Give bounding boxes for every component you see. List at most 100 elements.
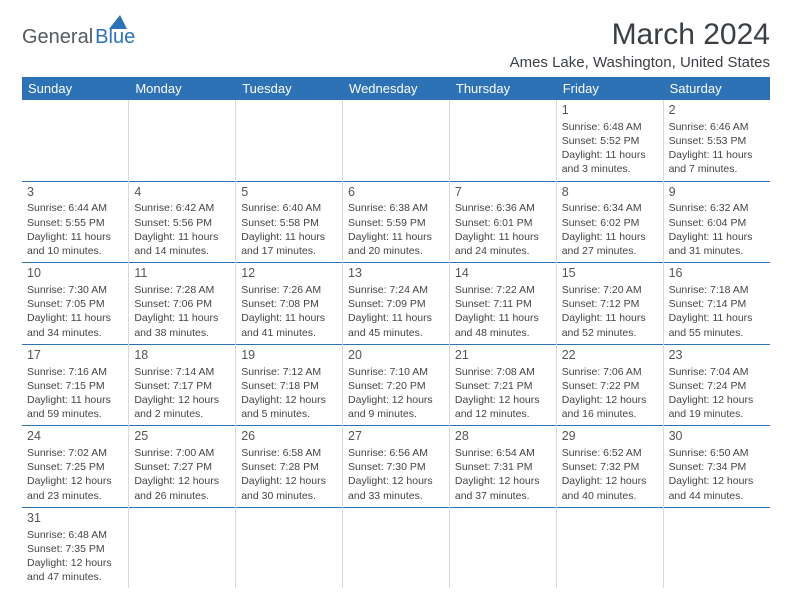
day-number: 15 bbox=[562, 265, 658, 282]
sunrise-text: Sunrise: 6:44 AM bbox=[27, 201, 123, 215]
daylight-text: and 2 minutes. bbox=[134, 407, 230, 421]
calendar-table: SundayMondayTuesdayWednesdayThursdayFrid… bbox=[22, 77, 770, 588]
daylight-text: Daylight: 11 hours bbox=[27, 393, 123, 407]
day-number: 29 bbox=[562, 428, 658, 445]
calendar-cell: 16Sunrise: 7:18 AMSunset: 7:14 PMDayligh… bbox=[663, 263, 770, 345]
daylight-text: and 45 minutes. bbox=[348, 326, 444, 340]
sunrise-text: Sunrise: 7:06 AM bbox=[562, 365, 658, 379]
day-number: 9 bbox=[669, 184, 765, 201]
day-number: 3 bbox=[27, 184, 123, 201]
daylight-text: Daylight: 12 hours bbox=[27, 556, 123, 570]
calendar-head: SundayMondayTuesdayWednesdayThursdayFrid… bbox=[22, 77, 770, 100]
daylight-text: and 48 minutes. bbox=[455, 326, 551, 340]
calendar-cell bbox=[556, 507, 663, 588]
sunrise-text: Sunrise: 6:48 AM bbox=[562, 120, 658, 134]
calendar-cell: 27Sunrise: 6:56 AMSunset: 7:30 PMDayligh… bbox=[343, 426, 450, 508]
sunrise-text: Sunrise: 7:12 AM bbox=[241, 365, 337, 379]
sunset-text: Sunset: 7:27 PM bbox=[134, 460, 230, 474]
sunset-text: Sunset: 7:09 PM bbox=[348, 297, 444, 311]
logo-sail-icon bbox=[109, 15, 131, 29]
calendar-cell: 11Sunrise: 7:28 AMSunset: 7:06 PMDayligh… bbox=[129, 263, 236, 345]
day-number: 25 bbox=[134, 428, 230, 445]
daylight-text: and 27 minutes. bbox=[562, 244, 658, 258]
sunset-text: Sunset: 5:52 PM bbox=[562, 134, 658, 148]
calendar-week-row: 24Sunrise: 7:02 AMSunset: 7:25 PMDayligh… bbox=[22, 426, 770, 508]
day-number: 14 bbox=[455, 265, 551, 282]
sunset-text: Sunset: 7:24 PM bbox=[669, 379, 765, 393]
sunrise-text: Sunrise: 7:18 AM bbox=[669, 283, 765, 297]
daylight-text: and 41 minutes. bbox=[241, 326, 337, 340]
day-number: 22 bbox=[562, 347, 658, 364]
day-number: 30 bbox=[669, 428, 765, 445]
day-number: 6 bbox=[348, 184, 444, 201]
day-number: 19 bbox=[241, 347, 337, 364]
day-number: 16 bbox=[669, 265, 765, 282]
sunrise-text: Sunrise: 6:42 AM bbox=[134, 201, 230, 215]
daylight-text: Daylight: 11 hours bbox=[562, 148, 658, 162]
day-header: Tuesday bbox=[236, 77, 343, 100]
sunset-text: Sunset: 7:11 PM bbox=[455, 297, 551, 311]
sunset-text: Sunset: 7:18 PM bbox=[241, 379, 337, 393]
calendar-cell: 23Sunrise: 7:04 AMSunset: 7:24 PMDayligh… bbox=[663, 344, 770, 426]
daylight-text: Daylight: 12 hours bbox=[562, 393, 658, 407]
logo: General Blue bbox=[22, 18, 135, 49]
daylight-text: and 40 minutes. bbox=[562, 489, 658, 503]
daylight-text: Daylight: 12 hours bbox=[562, 474, 658, 488]
calendar-cell: 22Sunrise: 7:06 AMSunset: 7:22 PMDayligh… bbox=[556, 344, 663, 426]
calendar-cell bbox=[449, 507, 556, 588]
sunset-text: Sunset: 7:30 PM bbox=[348, 460, 444, 474]
calendar-cell: 12Sunrise: 7:26 AMSunset: 7:08 PMDayligh… bbox=[236, 263, 343, 345]
sunrise-text: Sunrise: 6:38 AM bbox=[348, 201, 444, 215]
sunset-text: Sunset: 7:15 PM bbox=[27, 379, 123, 393]
sunrise-text: Sunrise: 6:50 AM bbox=[669, 446, 765, 460]
daylight-text: Daylight: 11 hours bbox=[348, 230, 444, 244]
day-number: 5 bbox=[241, 184, 337, 201]
daylight-text: Daylight: 12 hours bbox=[241, 393, 337, 407]
sunset-text: Sunset: 7:14 PM bbox=[669, 297, 765, 311]
daylight-text: Daylight: 12 hours bbox=[134, 474, 230, 488]
daylight-text: and 30 minutes. bbox=[241, 489, 337, 503]
sunset-text: Sunset: 7:17 PM bbox=[134, 379, 230, 393]
day-header: Saturday bbox=[663, 77, 770, 100]
day-header-row: SundayMondayTuesdayWednesdayThursdayFrid… bbox=[22, 77, 770, 100]
calendar-cell: 18Sunrise: 7:14 AMSunset: 7:17 PMDayligh… bbox=[129, 344, 236, 426]
sunset-text: Sunset: 5:53 PM bbox=[669, 134, 765, 148]
calendar-cell: 21Sunrise: 7:08 AMSunset: 7:21 PMDayligh… bbox=[449, 344, 556, 426]
calendar-cell: 28Sunrise: 6:54 AMSunset: 7:31 PMDayligh… bbox=[449, 426, 556, 508]
day-header: Friday bbox=[556, 77, 663, 100]
sunset-text: Sunset: 7:20 PM bbox=[348, 379, 444, 393]
daylight-text: Daylight: 11 hours bbox=[241, 230, 337, 244]
daylight-text: Daylight: 11 hours bbox=[134, 230, 230, 244]
daylight-text: and 26 minutes. bbox=[134, 489, 230, 503]
sunset-text: Sunset: 7:35 PM bbox=[27, 542, 123, 556]
day-number: 21 bbox=[455, 347, 551, 364]
day-number: 24 bbox=[27, 428, 123, 445]
day-number: 18 bbox=[134, 347, 230, 364]
calendar-cell: 4Sunrise: 6:42 AMSunset: 5:56 PMDaylight… bbox=[129, 181, 236, 263]
sunset-text: Sunset: 6:01 PM bbox=[455, 216, 551, 230]
calendar-cell: 6Sunrise: 6:38 AMSunset: 5:59 PMDaylight… bbox=[343, 181, 450, 263]
daylight-text: Daylight: 11 hours bbox=[669, 230, 765, 244]
daylight-text: and 17 minutes. bbox=[241, 244, 337, 258]
daylight-text: Daylight: 11 hours bbox=[669, 148, 765, 162]
calendar-cell: 7Sunrise: 6:36 AMSunset: 6:01 PMDaylight… bbox=[449, 181, 556, 263]
day-number: 1 bbox=[562, 102, 658, 119]
day-header: Monday bbox=[129, 77, 236, 100]
title-block: March 2024 Ames Lake, Washington, United… bbox=[510, 18, 770, 71]
calendar-cell: 26Sunrise: 6:58 AMSunset: 7:28 PMDayligh… bbox=[236, 426, 343, 508]
calendar-cell: 2Sunrise: 6:46 AMSunset: 5:53 PMDaylight… bbox=[663, 100, 770, 181]
daylight-text: and 24 minutes. bbox=[455, 244, 551, 258]
daylight-text: Daylight: 11 hours bbox=[562, 311, 658, 325]
calendar-cell bbox=[236, 507, 343, 588]
day-header: Thursday bbox=[449, 77, 556, 100]
calendar-cell: 9Sunrise: 6:32 AMSunset: 6:04 PMDaylight… bbox=[663, 181, 770, 263]
sunset-text: Sunset: 5:56 PM bbox=[134, 216, 230, 230]
sunset-text: Sunset: 7:08 PM bbox=[241, 297, 337, 311]
daylight-text: and 19 minutes. bbox=[669, 407, 765, 421]
daylight-text: Daylight: 11 hours bbox=[27, 230, 123, 244]
daylight-text: and 23 minutes. bbox=[27, 489, 123, 503]
page-subtitle: Ames Lake, Washington, United States bbox=[510, 54, 770, 71]
sunset-text: Sunset: 7:21 PM bbox=[455, 379, 551, 393]
daylight-text: and 20 minutes. bbox=[348, 244, 444, 258]
sunrise-text: Sunrise: 7:04 AM bbox=[669, 365, 765, 379]
